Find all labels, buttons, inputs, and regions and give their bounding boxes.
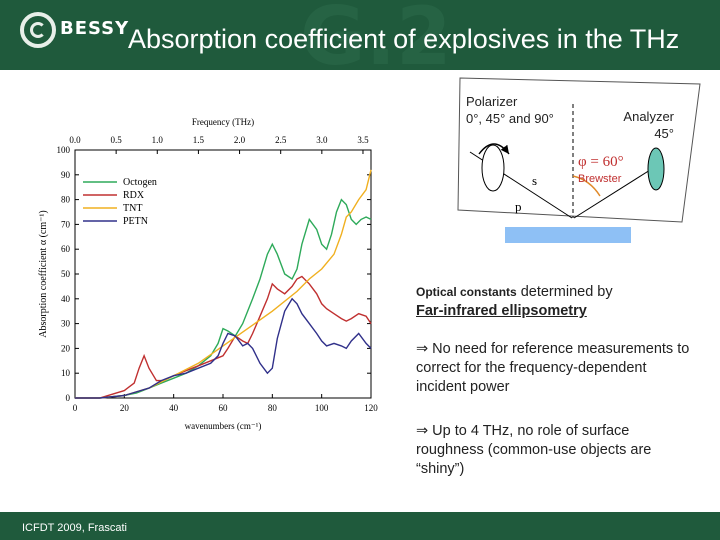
legend-label: RDX bbox=[123, 190, 145, 201]
y-tick-label: 60 bbox=[61, 244, 71, 254]
y-tick-label: 10 bbox=[61, 368, 71, 378]
s-label: s bbox=[532, 173, 537, 188]
analyzer-label: Analyzer 45° bbox=[623, 109, 674, 141]
optical-constants-label: Optical constants bbox=[416, 285, 517, 299]
header-watermark: G.2 bbox=[300, 0, 452, 70]
point-roughness: ⇒ Up to 4 THz, no role of surface roughn… bbox=[416, 423, 652, 477]
y-tick-label: 100 bbox=[57, 145, 71, 155]
x-tick-label: 40 bbox=[169, 403, 179, 413]
angle-label: φ = 60° bbox=[578, 154, 624, 170]
polarizer-icon bbox=[481, 144, 505, 192]
x-tick-label: 60 bbox=[219, 403, 229, 413]
legend-label: TNT bbox=[123, 203, 142, 214]
top-tick-label: 1.5 bbox=[193, 135, 205, 145]
y-tick-label: 20 bbox=[61, 343, 71, 353]
optical-constants-line: Optical constants determined by bbox=[416, 283, 613, 302]
top-tick-label: 0.0 bbox=[69, 135, 81, 145]
footer-label: ICFDT 2009, Frascati bbox=[22, 522, 127, 534]
y-tick-label: 30 bbox=[61, 319, 71, 329]
series-line-petn bbox=[75, 297, 372, 399]
rotation-arrow-icon bbox=[478, 143, 510, 155]
p-label: p bbox=[515, 199, 522, 214]
bessy-logo-icon bbox=[20, 12, 56, 48]
x-tick-label: 20 bbox=[120, 403, 130, 413]
legend-label: Octogen bbox=[123, 177, 157, 188]
top-tick-label: 3.5 bbox=[357, 135, 369, 145]
top-tick-label: 1.0 bbox=[152, 135, 164, 145]
top-tick-label: 0.5 bbox=[111, 135, 123, 145]
series-line-rdx bbox=[75, 275, 372, 399]
brewster-label: Brewster bbox=[578, 173, 622, 185]
series-line-octogen bbox=[75, 198, 372, 399]
y-tick-label: 50 bbox=[61, 269, 71, 279]
footer-bar: ICFDT 2009, Frascati bbox=[0, 512, 720, 540]
x-tick-label: 120 bbox=[364, 403, 378, 413]
top-tick-label: 2.0 bbox=[234, 135, 246, 145]
plot-frame bbox=[74, 149, 372, 399]
y-tick-label: 80 bbox=[61, 195, 71, 205]
point-reference: ⇒ No need for reference measurements to … bbox=[416, 341, 690, 395]
y-tick-label: 90 bbox=[61, 170, 71, 180]
top-tick-label: 2.5 bbox=[275, 135, 287, 145]
y-tick-label: 0 bbox=[66, 393, 71, 403]
y-tick-label: 70 bbox=[61, 219, 71, 229]
x-tick-label: 80 bbox=[268, 403, 278, 413]
legend-label: PETN bbox=[123, 216, 148, 227]
x-tick-label: 0 bbox=[73, 403, 78, 413]
x-axis-label: wavenumbers (cm⁻¹) bbox=[185, 421, 262, 431]
brewster-arc bbox=[572, 175, 601, 197]
slide-title: Absorption coefficient of explosives in … bbox=[128, 24, 680, 54]
header-bar: G.2 BESSY Absorption coefficient of expl… bbox=[0, 0, 720, 70]
x-tick-label: 100 bbox=[315, 403, 329, 413]
y-axis-label: Absorption coefficient α (cm⁻¹) bbox=[38, 210, 49, 337]
analyzer-icon bbox=[647, 147, 665, 191]
top-tick-label: 3.0 bbox=[316, 135, 328, 145]
determined-by-text: determined by bbox=[516, 284, 613, 300]
logo-text: BESSY bbox=[60, 18, 130, 39]
detector-box bbox=[505, 227, 631, 243]
ellipsometry-heading: Far-infrared ellipsometry bbox=[416, 303, 587, 319]
series-line-tnt bbox=[75, 169, 372, 399]
top-axis-label: Frequency (THz) bbox=[192, 117, 254, 127]
y-tick-label: 40 bbox=[61, 294, 71, 304]
sample-frame bbox=[457, 77, 701, 223]
absorption-chart: 0 10 20 30 40 50 60 70 80 90 100 0 20 40 60 80 100 120 0.0… bbox=[38, 117, 378, 431]
reflected-beam bbox=[573, 164, 659, 219]
ellipsometry-diagram: s p φ = 60° Brewster bbox=[457, 77, 701, 243]
polarizer-label: Polarizer 0°, 45° and 90° bbox=[466, 94, 554, 126]
